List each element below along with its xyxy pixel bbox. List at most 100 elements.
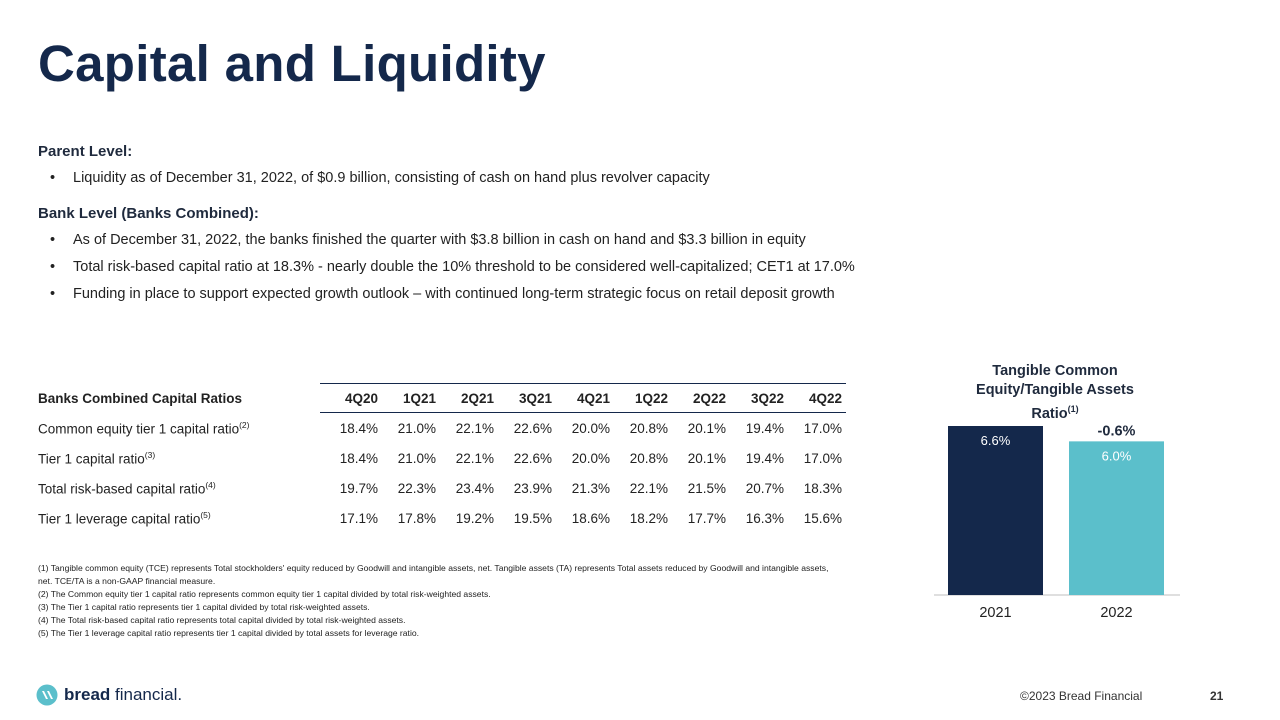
table-row: Tier 1 capital ratio(3) 18.4% 21.0% 22.1% 22…	[38, 443, 846, 473]
row-label: Tier 1 leverage capital ratio(5)	[38, 503, 320, 533]
bar-2022	[1069, 441, 1164, 595]
table-cell: 20.0%	[571, 450, 610, 466]
quarter-header: 3Q21	[494, 383, 552, 413]
parent-level-heading: Parent Level:	[38, 143, 133, 160]
bullet-dot: •	[50, 170, 56, 186]
x-tick-label: 2022	[1100, 605, 1132, 621]
table-cell: 17.1%	[339, 510, 378, 526]
page-number: 21	[1210, 689, 1224, 703]
table-row: Total risk-based capital ratio(4) 19.7% 22…	[38, 473, 846, 503]
table-cell: 21.5%	[687, 480, 726, 496]
row-label-text: Tier 1 leverage capital ratio	[38, 511, 201, 527]
table-cell: 19.7%	[339, 480, 378, 496]
x-tick-label: 2021	[979, 605, 1011, 621]
bank-level-heading: Bank Level (Banks Combined):	[38, 205, 259, 222]
table-cell: 16.3%	[745, 510, 784, 526]
table-cell: 21.0%	[397, 420, 436, 436]
table-cell: 18.3%	[803, 480, 842, 496]
table-cell: 15.6%	[803, 510, 842, 526]
bank-bullet: • Total risk-based capital ratio at 18.3%…	[50, 259, 855, 275]
chart-title: Tangible Common Equity/Tangible Assets R…	[960, 362, 1150, 424]
parent-bullet: • Liquidity as of December 31, 2022, of $…	[50, 170, 710, 186]
table-cell: 22.1%	[455, 420, 494, 436]
bank-bullet-text: Funding in place to support expected gro…	[73, 286, 835, 302]
table-header-label: Banks Combined Capital Ratios	[38, 390, 243, 406]
brand-name: bread financial.	[64, 685, 182, 705]
table-cell: 18.2%	[629, 510, 668, 526]
table-cell: 17.0%	[803, 450, 842, 466]
row-footnote-ref: (3)	[144, 449, 156, 460]
quarter-header: 4Q22	[784, 383, 846, 413]
quarter-header: 2Q22	[668, 383, 726, 413]
bullet-dot: •	[50, 286, 56, 302]
table-cell: 21.3%	[571, 480, 610, 496]
footnote: (3) The Tier 1 capital ratio represents …	[38, 602, 370, 612]
table-cell: 23.4%	[455, 480, 494, 496]
row-label: Common equity tier 1 capital ratio(2)	[38, 413, 320, 444]
footnotes: (1) Tangible common equity (TCE) represe…	[38, 562, 838, 640]
table-cell: 19.4%	[745, 420, 784, 436]
bar-value-label: 6.0%	[1102, 448, 1132, 463]
quarter-header: 4Q20	[320, 383, 378, 413]
quarter-header: 1Q22	[610, 383, 668, 413]
table-cell: 23.9%	[513, 480, 552, 496]
tce-ta-bar-chart: 6.6% 2021 6.0% 2022 -0.6%	[934, 423, 1180, 621]
table-cell: 22.6%	[513, 450, 552, 466]
footnote: (4) The Total risk-based capital ratio r…	[38, 615, 406, 625]
bank-bullet-text: As of December 31, 2022, the banks finis…	[73, 232, 806, 248]
bank-bullet: • As of December 31, 2022, the banks fini…	[50, 232, 806, 248]
table-cell: 21.0%	[397, 450, 436, 466]
table-header-row: Banks Combined Capital Ratios 4Q20 1Q21 …	[38, 383, 846, 413]
table-cell: 20.8%	[629, 420, 668, 436]
page-title: Capital and Liquidity	[38, 35, 546, 92]
table-cell: 20.1%	[687, 420, 726, 436]
chart-title-note: (1)	[1067, 404, 1079, 414]
brand-bold: bread	[64, 685, 111, 704]
footnote: (2) The Common equity tier 1 capital rat…	[38, 589, 491, 599]
table-cell: 19.5%	[513, 510, 552, 526]
row-footnote-ref: (2)	[239, 419, 250, 430]
table-cell: 20.8%	[629, 450, 668, 466]
bank-bullet-text: Total risk-based capital ratio at 18.3% …	[73, 259, 855, 275]
quarter-header: 1Q21	[378, 383, 436, 413]
table-cell: 18.4%	[339, 420, 378, 436]
bullet-dot: •	[50, 232, 56, 248]
row-label-text: Common equity tier 1 capital ratio	[38, 421, 240, 436]
quarter-header: 4Q21	[552, 383, 610, 413]
table-cell: 18.4%	[339, 450, 378, 466]
chart-title-text: Tangible Common Equity/Tangible Assets R…	[976, 363, 1134, 422]
bullet-dot: •	[50, 259, 56, 275]
table-cell: 22.6%	[513, 420, 552, 436]
quarter-header: 2Q21	[436, 383, 494, 413]
bread-financial-logo: bread financial.	[36, 684, 182, 706]
bar-value-label: 6.6%	[981, 433, 1011, 448]
table-cell: 19.4%	[745, 450, 784, 466]
brand-rest: financial.	[110, 685, 183, 704]
footnote: (1) Tangible common equity (TCE) represe…	[38, 563, 829, 586]
table-cell: 18.6%	[571, 510, 610, 526]
table-cell: 20.0%	[571, 420, 610, 436]
parent-bullet-text: Liquidity as of December 31, 2022, of $0…	[73, 170, 710, 186]
table-cell: 17.7%	[687, 510, 726, 526]
table-cell: 22.1%	[455, 450, 494, 466]
row-label-text: Tier 1 capital ratio	[38, 451, 145, 467]
table-cell: 17.0%	[803, 420, 842, 436]
bread-logo-icon	[36, 684, 58, 706]
table-cell: 22.1%	[629, 480, 668, 496]
row-footnote-ref: (5)	[200, 509, 211, 520]
change-label: -0.6%	[1098, 423, 1136, 439]
quarter-header: 3Q22	[726, 383, 784, 413]
table-cell: 20.7%	[745, 480, 784, 496]
table-cell: 19.2%	[455, 510, 494, 526]
table-row: Common equity tier 1 capital ratio(2) 18.…	[38, 413, 846, 444]
table-row: Tier 1 leverage capital ratio(5) 17.1% 17.…	[38, 503, 846, 533]
bar-2021	[948, 426, 1043, 595]
copyright: ©2023 Bread Financial	[1020, 689, 1143, 703]
capital-ratios-table: Banks Combined Capital Ratios 4Q20 1Q21 …	[38, 383, 846, 533]
row-footnote-ref: (4)	[205, 479, 216, 490]
table-cell: 22.3%	[397, 480, 436, 496]
table-cell: 20.1%	[687, 450, 726, 466]
table-body: Common equity tier 1 capital ratio(2) 18.…	[38, 413, 846, 534]
bank-bullet: • Funding in place to support expected gr…	[50, 286, 835, 302]
row-label-text: Total risk-based capital ratio	[38, 481, 206, 497]
